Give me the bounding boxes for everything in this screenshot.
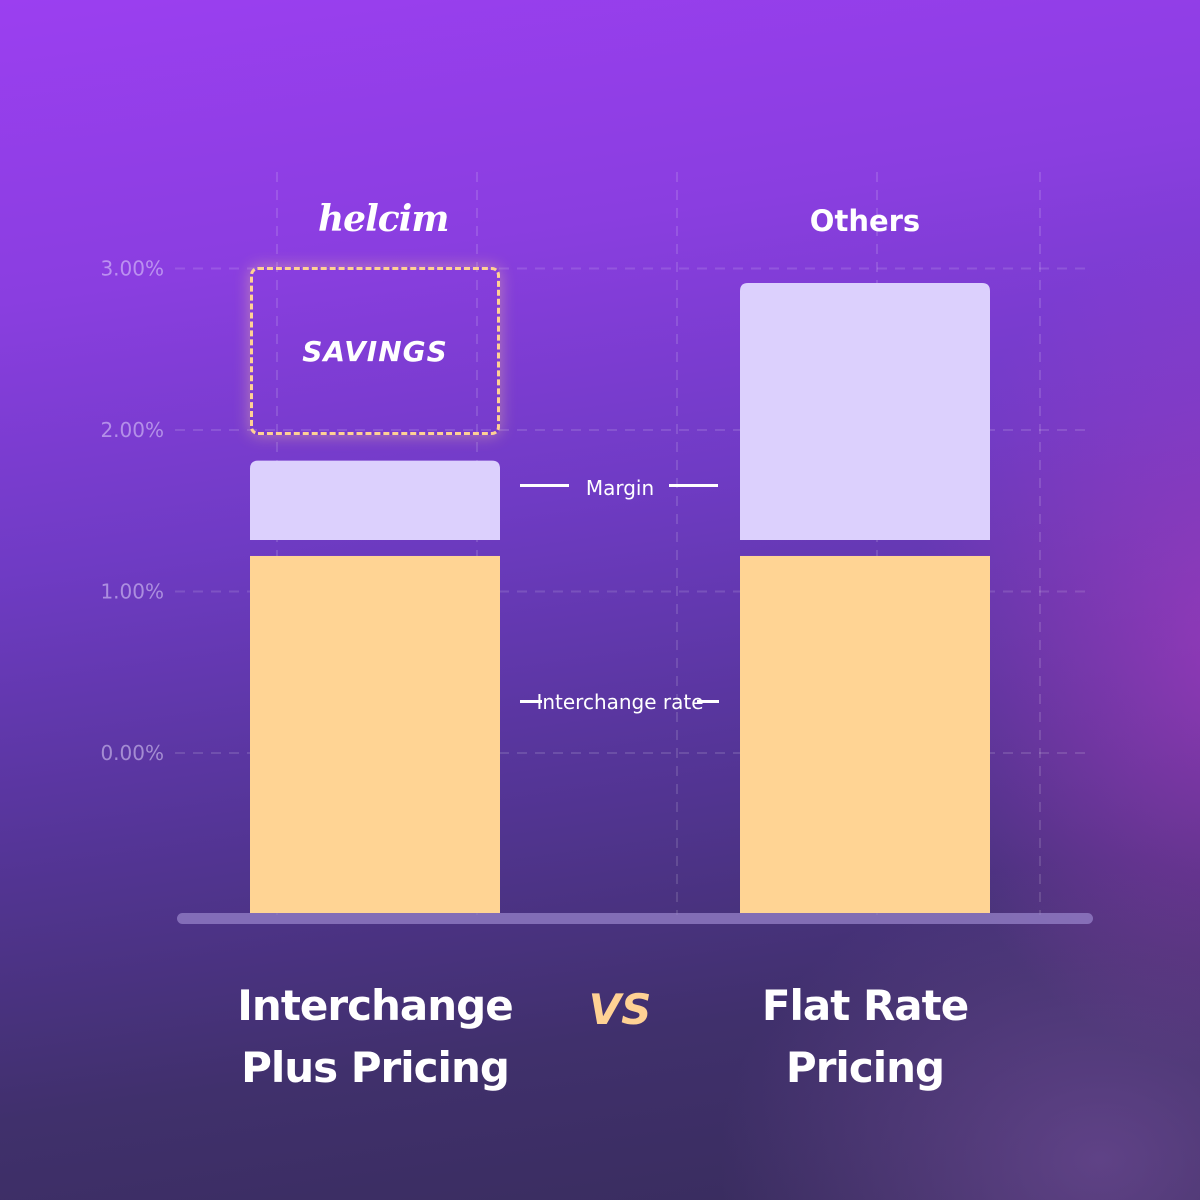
others-header: Others bbox=[809, 204, 921, 238]
y-tick-label: 1.00% bbox=[100, 580, 164, 604]
category-label-line: Plus Pricing bbox=[241, 1043, 510, 1092]
vs-label: VS bbox=[588, 985, 652, 1034]
interchange-annotation: Interchange rate bbox=[536, 690, 704, 714]
bar-interchange-rate bbox=[250, 555, 500, 913]
category-label-line: Flat Rate bbox=[761, 981, 969, 1030]
interchange-line-right bbox=[697, 700, 719, 703]
interchange-line-left bbox=[520, 700, 542, 703]
x-axis-baseline bbox=[177, 913, 1093, 924]
bar-margin bbox=[740, 283, 990, 540]
margin-line-left bbox=[520, 484, 569, 487]
category-label-flat-rate: Flat Rate Pricing bbox=[715, 975, 1015, 1099]
y-tick-label: 2.00% bbox=[100, 418, 164, 442]
helcim-logo: helcim bbox=[318, 198, 449, 240]
category-label-interchange-plus: Interchange Plus Pricing bbox=[215, 975, 535, 1099]
y-tick-label: 3.00% bbox=[100, 257, 164, 281]
bar-margin bbox=[250, 460, 500, 540]
savings-box: SAVINGS bbox=[250, 267, 500, 435]
y-tick-label: 0.00% bbox=[100, 741, 164, 765]
margin-annotation: Margin bbox=[585, 476, 655, 500]
savings-label: SAVINGS bbox=[302, 334, 448, 368]
category-label-line: Interchange bbox=[237, 981, 513, 1030]
margin-line-right bbox=[669, 484, 718, 487]
bar-interchange-rate bbox=[740, 555, 990, 913]
category-label-line: Pricing bbox=[785, 1043, 945, 1092]
